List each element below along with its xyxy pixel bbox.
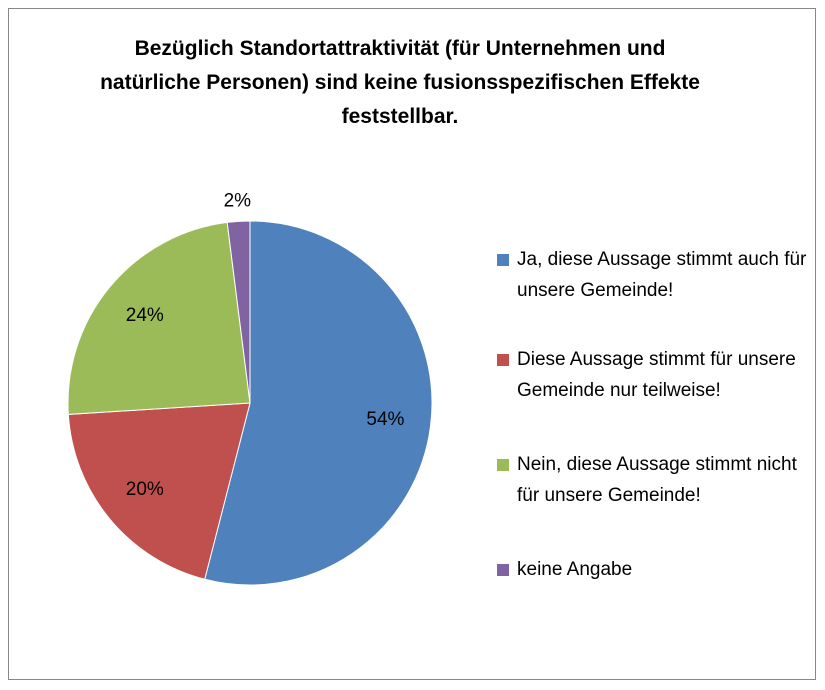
pie-slice: [204, 220, 433, 586]
legend-label: Nein, diese Aussage stimmt nicht für uns…: [517, 454, 797, 506]
legend-entry: keine Angabe: [497, 554, 817, 585]
legend-swatch: [497, 354, 509, 366]
legend-entry: Nein, diese Aussage stimmt nicht für uns…: [497, 449, 817, 511]
data-label: 20%: [126, 479, 164, 500]
legend-swatch: [497, 254, 509, 266]
pie-slice: [67, 221, 251, 415]
legend-label: Diese Aussage stimmt für unsere Gemeinde…: [517, 349, 796, 401]
chart-title: Bezüglich Standortattraktivität (für Unt…: [100, 37, 700, 128]
legend-swatch: [497, 564, 509, 576]
data-label: 54%: [366, 409, 404, 430]
data-label: 24%: [126, 305, 164, 326]
chart-border: [8, 8, 816, 680]
legend-label: Ja, diese Aussage stimmt auch für unsere…: [517, 249, 807, 301]
legend-entry: Diese Aussage stimmt für unsere Gemeinde…: [497, 344, 817, 406]
legend-entry: Ja, diese Aussage stimmt auch für unsere…: [497, 244, 817, 306]
data-label: 2%: [224, 190, 252, 211]
pie-slice: [226, 220, 251, 404]
legend-swatch: [497, 459, 509, 471]
legend-label: keine Angabe: [517, 559, 633, 580]
pie-slice: [67, 402, 251, 580]
